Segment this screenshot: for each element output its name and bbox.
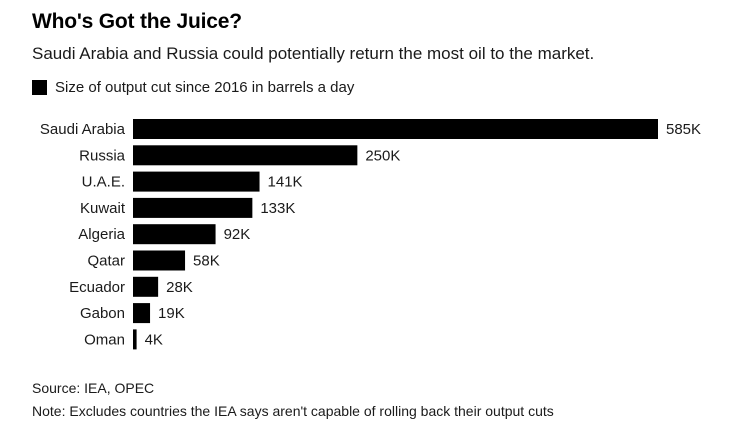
legend-swatch (32, 80, 47, 95)
category-label: Russia (79, 147, 126, 164)
data-label: 250K (365, 147, 400, 164)
bar (133, 224, 216, 245)
data-label: 58K (193, 253, 220, 270)
bar (133, 119, 658, 139)
bar (133, 197, 253, 218)
category-label: U.A.E. (82, 174, 125, 191)
category-label: Qatar (87, 253, 125, 270)
footnote: Note: Excludes countries the IEA says ar… (32, 403, 554, 419)
bar (133, 276, 159, 297)
category-label: Algeria (78, 226, 125, 243)
bar (133, 303, 151, 324)
category-label: Gabon (80, 305, 125, 322)
chart-subtitle: Saudi Arabia and Russia could potentiall… (32, 44, 595, 63)
data-label: 141K (268, 174, 303, 191)
bar (133, 145, 358, 166)
bar (133, 329, 137, 350)
bar (133, 171, 260, 192)
data-label: 585K (666, 121, 701, 138)
legend-label: Size of output cut since 2016 in barrels… (55, 79, 355, 96)
bar-chart: Saudi Arabia 585K Russia 250K U.A.E. 141K Kuwa… (40, 119, 701, 350)
category-label: Saudi Arabia (40, 121, 126, 138)
category-label: Ecuador (69, 279, 125, 296)
data-label: 4K (145, 331, 163, 348)
bar (133, 250, 186, 271)
source-note: Source: IEA, OPEC (32, 380, 155, 396)
legend: Size of output cut since 2016 in barrels… (32, 79, 354, 96)
category-label: Kuwait (80, 200, 126, 217)
chart-title: Who's Got the Juice? (32, 10, 242, 33)
category-label: Oman (84, 331, 125, 348)
data-label: 133K (260, 200, 295, 217)
data-label: 28K (166, 279, 193, 296)
data-label: 19K (158, 305, 185, 322)
data-label: 92K (224, 226, 251, 243)
